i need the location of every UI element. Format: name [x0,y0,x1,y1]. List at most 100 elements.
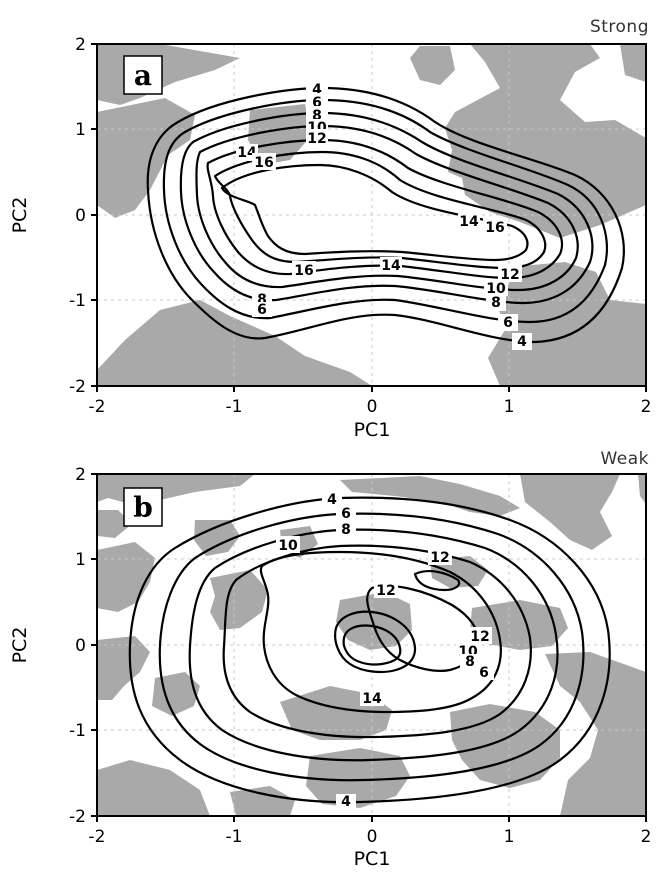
shaded-region [520,474,620,550]
x-tick-label: 0 [367,397,378,417]
contour-label: 8 [465,654,475,670]
contour-label: 12 [430,550,449,566]
contour-label: 12 [470,629,489,645]
contour-label-bg [484,279,508,296]
y-tick-label: -1 [69,721,86,741]
contour-label-bg [498,314,518,331]
contour-line [128,496,611,804]
contour-label-bg [360,689,384,706]
panel-b-chart: 4 6 8 10 12 12 12 14 10 8 6 4 b [9,449,652,870]
y-tick-label: 1 [75,120,86,140]
contour-label: 12 [376,583,395,599]
x-axis-label: PC1 [354,848,391,870]
panel-letter: b [133,491,153,524]
y-axis-label: PC2 [9,197,31,234]
contour-label: 16 [485,220,504,236]
contour-label-bg [458,212,480,229]
contour-label-bg [474,663,494,680]
y-tick-label: 1 [75,550,86,570]
y-tick-label: -1 [69,291,86,311]
shaded-region [97,474,255,504]
contour-label: 6 [257,302,267,318]
contour-label: 14 [362,691,382,707]
contour-label: 6 [479,665,489,681]
contour-label-bg [306,106,328,123]
contour-label: 14 [459,214,479,230]
panel-letter-box [123,487,163,527]
x-tick-label: 2 [641,397,652,417]
contour-label: 12 [307,131,326,147]
contour-line [146,86,625,344]
contour-label: 14 [381,258,401,274]
shaded-region [97,542,155,612]
panel-title: Strong [590,17,649,37]
contour-label-bg [306,129,328,146]
shaded-region [638,474,646,504]
panel-letter: a [134,59,152,92]
shaded-region [210,570,268,630]
y-tick-label: -2 [69,377,86,397]
shaded-region [306,748,410,808]
contour-label: 4 [327,492,337,508]
contour-label: 16 [254,155,273,171]
x-tick-label: -2 [89,827,106,847]
contour-label: 10 [278,538,298,554]
contour-label-bg [252,302,272,317]
contour-labels: 4 6 8 10 12 12 12 14 10 8 6 4 [276,492,494,810]
contour-line [259,550,502,714]
contour-line [222,544,532,739]
shaded-region [97,636,150,700]
contour-label: 6 [312,95,322,111]
x-tick-label: 2 [641,827,652,847]
panel-a-chart: 4 6 8 10 12 14 16 14 16 16 14 12 10 [9,17,652,440]
contour-label: 16 [294,263,313,279]
contour-label-bg [336,504,356,521]
contour-line [220,163,529,262]
contour-label-bg [306,80,328,97]
axis-ticks [91,43,647,392]
shaded-region [97,300,372,386]
contour-lines [128,496,611,804]
shaded-region [230,786,295,816]
y-tick-label: 0 [75,206,86,226]
x-axis-label: PC1 [354,419,391,440]
y-axis-label: PC2 [9,627,31,664]
contour-label: 8 [341,522,351,538]
contour-line [195,124,579,292]
contour-line [158,512,585,782]
contour-labels: 4 6 8 10 12 14 16 14 16 16 14 12 10 [236,80,532,350]
axis-ticks [91,473,647,822]
x-tick-label: -1 [226,397,243,417]
contour-label-bg [428,548,452,565]
contour-label-bg [512,333,532,350]
contour-label: 6 [341,506,351,522]
contour-label: 10 [486,281,506,297]
contour-label-bg [468,627,492,644]
shaded-region [97,44,240,105]
contour-label: 8 [491,295,501,311]
x-tick-label: 1 [504,827,515,847]
contour-label-bg [276,536,300,553]
shaded-region [97,760,210,816]
shaded-region [470,600,568,650]
contour-line [162,98,609,324]
contour-label-bg [336,794,356,809]
y-tick-label: 2 [75,465,86,485]
contour-label: 8 [257,292,267,308]
contour-label-bg [322,492,342,507]
shaded-region [340,476,520,516]
shaded-region [336,592,412,650]
panel-title: Weak [600,449,649,469]
panel-letter-box [123,55,163,95]
contour-label-bg [336,520,356,537]
contour-line [334,610,417,674]
shading-regions [97,474,646,816]
contour-label: 4 [517,334,527,350]
y-tick-label: -2 [69,807,86,827]
contour-label: 4 [312,82,322,98]
shaded-region [488,262,646,386]
x-tick-label: 0 [367,827,378,847]
contour-line [188,528,559,762]
contour-line [413,570,461,592]
y-tick-label: 2 [75,35,86,55]
